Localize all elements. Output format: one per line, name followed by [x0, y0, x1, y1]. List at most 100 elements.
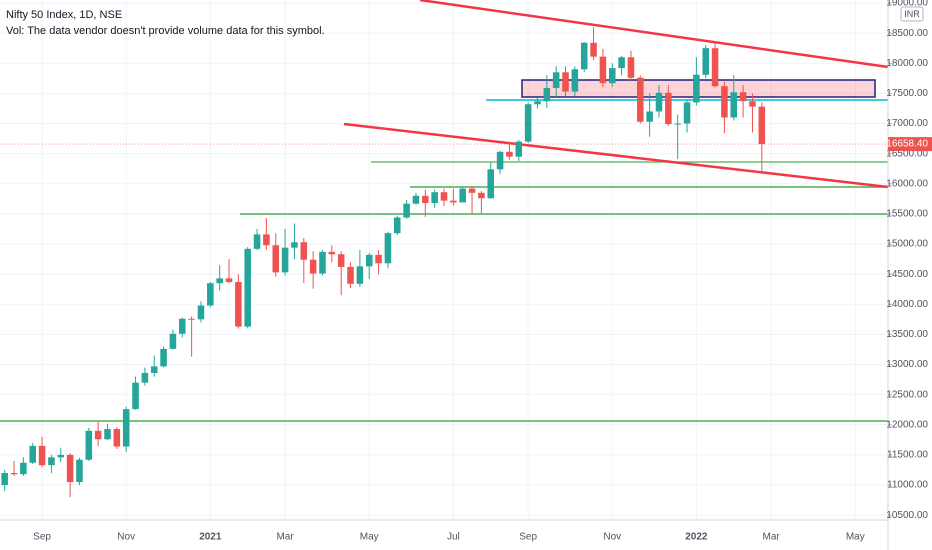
y-tick-label: 15500.00: [886, 209, 928, 220]
y-tick-label: 12000.00: [886, 419, 928, 430]
candle-body: [169, 333, 177, 349]
candle-body: [721, 86, 728, 118]
y-tick-label: 15000.00: [886, 239, 928, 250]
x-tick-label: Mar: [763, 532, 781, 543]
candle-body: [562, 72, 569, 92]
candle-body: [739, 92, 747, 102]
candle-body: [524, 104, 532, 142]
candle-body: [253, 234, 261, 249]
candle-body: [543, 87, 551, 102]
axes: 10500.00 11000.00 11500.00 12000.00 12500.00…: [33, 0, 932, 543]
candle-body: [571, 69, 579, 92]
x-tick-label: Sep: [519, 532, 537, 543]
candle-body: [197, 305, 205, 320]
candle-body: [10, 473, 18, 475]
candle-body: [450, 200, 457, 203]
candle-body: [552, 72, 560, 88]
candle-body: [1, 473, 8, 486]
candle-body: [487, 169, 495, 199]
candle-body: [590, 42, 597, 57]
x-tick-label: 2022: [685, 532, 708, 543]
candle-body: [29, 445, 36, 463]
y-tick-label: 10500.00: [886, 510, 928, 521]
y-tick-label: 11000.00: [887, 480, 928, 491]
candle-body: [618, 57, 625, 69]
y-tick-label: 17000.00: [886, 118, 928, 129]
x-tick-label: May: [846, 532, 865, 543]
candle-body: [244, 248, 251, 327]
candle-body: [76, 459, 83, 483]
x-tick-label: Sep: [33, 532, 51, 543]
candle-body: [281, 247, 289, 273]
candle-body: [263, 234, 270, 246]
y-tick-label: 12500.00: [886, 389, 928, 400]
candle-body: [309, 259, 317, 274]
y-tick-label: 14000.00: [886, 299, 928, 310]
candle-body: [608, 68, 616, 84]
candle-body: [403, 203, 410, 218]
candle-body: [758, 106, 766, 145]
candle-body: [66, 454, 74, 483]
candle-body: [412, 195, 420, 204]
y-tick-label: 13000.00: [886, 359, 928, 370]
x-tick-label: Jul: [447, 532, 460, 543]
candle-body: [85, 430, 93, 460]
candle-body: [48, 457, 55, 466]
candle-body: [534, 101, 541, 105]
y-tick-label: 17500.00: [886, 88, 928, 99]
candle-body: [375, 254, 382, 264]
candle-body: [730, 92, 738, 118]
trend-line: [343, 122, 889, 189]
candle-body: [225, 278, 233, 282]
candle-body: [422, 195, 429, 204]
candle-body: [646, 111, 653, 122]
candle-body: [674, 123, 681, 125]
candle-body: [702, 48, 709, 75]
candle-body: [459, 188, 466, 203]
candle-body: [113, 429, 121, 447]
candle-body: [440, 192, 448, 201]
candle-body: [580, 42, 588, 70]
candle-body: [431, 192, 438, 204]
y-tick-label: 14500.00: [886, 269, 928, 280]
candle-body: [122, 409, 130, 447]
candle-body: [637, 77, 644, 122]
candle-body: [141, 372, 149, 383]
y-tick-label: 13500.00: [886, 329, 928, 340]
y-tick-label: 19000.00: [886, 0, 928, 9]
candle-body: [216, 278, 223, 284]
chart-title: Nifty 50 Index, 1D, NSE: [6, 9, 122, 21]
candle-body: [384, 233, 392, 264]
candle-body: [393, 217, 401, 234]
candle-body: [235, 281, 242, 327]
last-price-box: [888, 137, 932, 152]
last-price-label: 16658.40: [886, 139, 928, 150]
candle-body: [272, 245, 280, 273]
x-tick-label: Mar: [276, 532, 294, 543]
candle-body: [347, 266, 354, 284]
candle-body: [20, 462, 27, 475]
candle-body: [207, 283, 214, 306]
candle-body: [319, 251, 326, 274]
currency-box: [900, 6, 924, 22]
x-tick-label: May: [360, 532, 379, 543]
y-tick-label: 18500.00: [886, 28, 928, 39]
candle-body: [749, 101, 756, 107]
candle-body: [38, 445, 46, 466]
candles: [0, 27, 888, 498]
y-tick-label: 11500.00: [887, 450, 928, 461]
candle-body: [104, 429, 111, 440]
candle-body: [478, 192, 485, 199]
candle-body: [655, 92, 663, 112]
candle-body: [356, 266, 364, 284]
candle-body: [468, 188, 476, 193]
candle-body: [132, 382, 139, 410]
trend-line: [419, 0, 889, 69]
candle-body: [150, 366, 158, 373]
currency: INR: [904, 9, 920, 19]
y-tick-label: 16500.00: [886, 148, 928, 159]
y-tick-label: 16000.00: [886, 178, 928, 189]
candle-body: [665, 92, 672, 125]
candle-body: [300, 242, 308, 260]
candle-body: [496, 151, 504, 170]
